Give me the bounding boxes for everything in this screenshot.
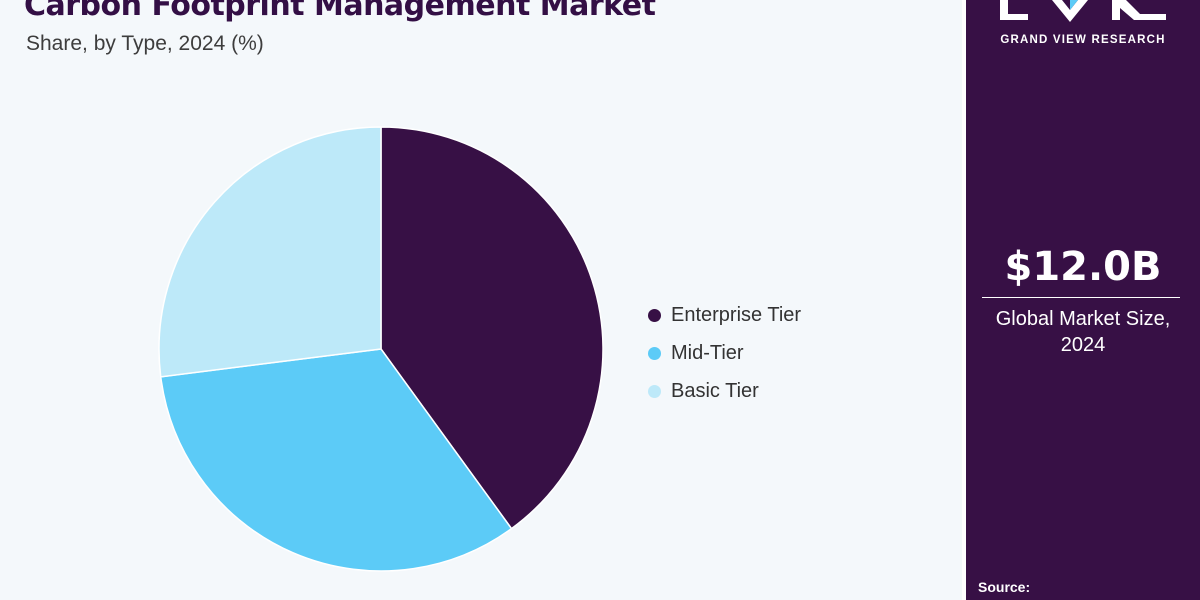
pie-chart (158, 126, 604, 572)
legend-swatch (648, 308, 661, 322)
chart-legend: Enterprise Tier Mid-Tier Basic Tier (648, 296, 801, 410)
market-size-divider (982, 297, 1180, 298)
pie-slice-basic-tier (158, 126, 382, 378)
market-size-label-line1: Global Market Size, (995, 308, 1171, 330)
panel-divider (962, 0, 966, 600)
brand-name: GRAND VIEW RESEARCH (1000, 34, 1166, 46)
pie-slice-mid-tier (159, 348, 513, 572)
market-size-value: $12.0B (1004, 244, 1162, 290)
pie-slice-enterprise-tier (380, 126, 604, 530)
legend-item-basic-tier: Basic Tier (648, 372, 801, 410)
market-size-label: Global Market Size, 2024 (976, 306, 1190, 358)
market-size-label-line2: 2024 (1060, 334, 1106, 356)
chart-subtitle: Share, by Type, 2024 (%) (26, 32, 264, 55)
legend-label: Mid-Tier (671, 341, 744, 364)
legend-item-enterprise-tier: Enterprise Tier (648, 296, 801, 334)
chart-panel: Carbon Footprint Management Market Share… (0, 0, 962, 600)
chart-title: Carbon Footprint Management Market (24, 0, 656, 23)
brand-logo-icon (1000, 0, 1166, 22)
legend-item-mid-tier: Mid-Tier (648, 334, 801, 372)
legend-label: Basic Tier (671, 379, 759, 402)
legend-label: Enterprise Tier (671, 303, 802, 326)
info-sidebar: GRAND VIEW RESEARCH $12.0B Global Market… (966, 0, 1200, 600)
legend-swatch (648, 384, 661, 398)
legend-swatch (648, 346, 661, 360)
source-label: Source: (978, 579, 1031, 595)
